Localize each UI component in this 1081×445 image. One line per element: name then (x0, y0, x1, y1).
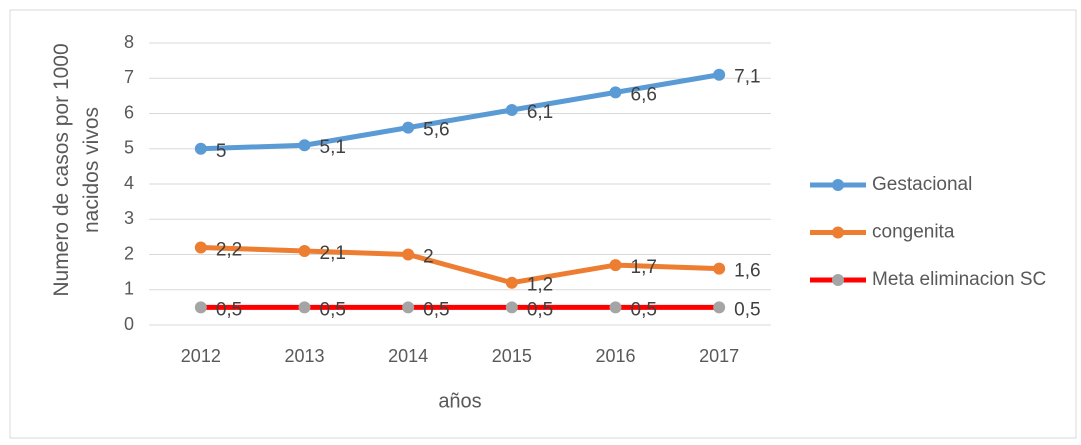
legend-marker (832, 179, 844, 191)
y-tick-label: 5 (124, 138, 134, 158)
data-label: 1,2 (527, 275, 553, 296)
y-axis-title: Numero de casos por 1000 nacidos vivos (50, 43, 103, 297)
y-tick-label: 4 (124, 173, 134, 193)
data-label: 2,1 (320, 243, 346, 264)
point (713, 262, 726, 275)
y-tick-label: 0 (124, 314, 134, 334)
y-tick-label: 7 (124, 67, 134, 87)
x-tick-label: 2016 (595, 346, 635, 366)
point (194, 301, 207, 314)
series-line (198, 244, 722, 286)
legend-label: Gestacional (872, 174, 972, 195)
data-label: 0,5 (734, 299, 760, 320)
point (402, 301, 415, 314)
chart-border (9, 9, 1077, 439)
data-label: 0,5 (423, 299, 449, 320)
legend-label: Meta eliminacion SC (872, 269, 1046, 290)
data-label: 5,1 (320, 137, 346, 158)
point (609, 301, 622, 314)
point (505, 103, 518, 116)
x-tick-label: 2013 (284, 346, 324, 366)
point (505, 301, 518, 314)
x-tick-label: 2014 (388, 346, 428, 366)
x-axis-title: años (438, 390, 481, 412)
data-label: 0,5 (320, 299, 346, 320)
y-tick-label: 2 (124, 243, 134, 263)
legend-marker (832, 274, 844, 286)
y-tick-label: 6 (124, 102, 134, 122)
point (402, 121, 415, 134)
data-label: 7,1 (734, 67, 760, 88)
y-tick-label: 1 (124, 279, 134, 299)
legend-marker (832, 226, 844, 239)
point (609, 259, 622, 272)
data-label: 6,6 (631, 84, 657, 105)
point (298, 139, 311, 152)
y-tick-label: 8 (124, 32, 134, 52)
data-label: 5 (216, 141, 227, 162)
point (609, 86, 622, 99)
series-line (198, 72, 722, 152)
point (194, 142, 207, 155)
data-label: 1,6 (734, 261, 760, 282)
legend-label: congenita (872, 222, 955, 243)
x-tick-label: 2017 (699, 346, 739, 366)
point (194, 241, 207, 254)
x-tick-label: 2012 (181, 346, 221, 366)
point (713, 68, 726, 81)
x-tick-label: 2015 (492, 346, 532, 366)
data-label: 0,5 (216, 299, 242, 320)
data-label: 0,5 (527, 299, 553, 320)
point (298, 301, 311, 314)
data-label: 2,2 (216, 239, 242, 260)
data-label: 6,1 (527, 102, 553, 123)
point (713, 301, 726, 314)
y-tick-label: 3 (124, 208, 134, 228)
point (402, 248, 415, 261)
point (298, 244, 311, 257)
point (505, 276, 518, 289)
data-label: 1,7 (631, 257, 657, 278)
data-label: 2 (423, 247, 434, 268)
data-label: 0,5 (631, 299, 657, 320)
data-label: 5,6 (423, 120, 449, 141)
